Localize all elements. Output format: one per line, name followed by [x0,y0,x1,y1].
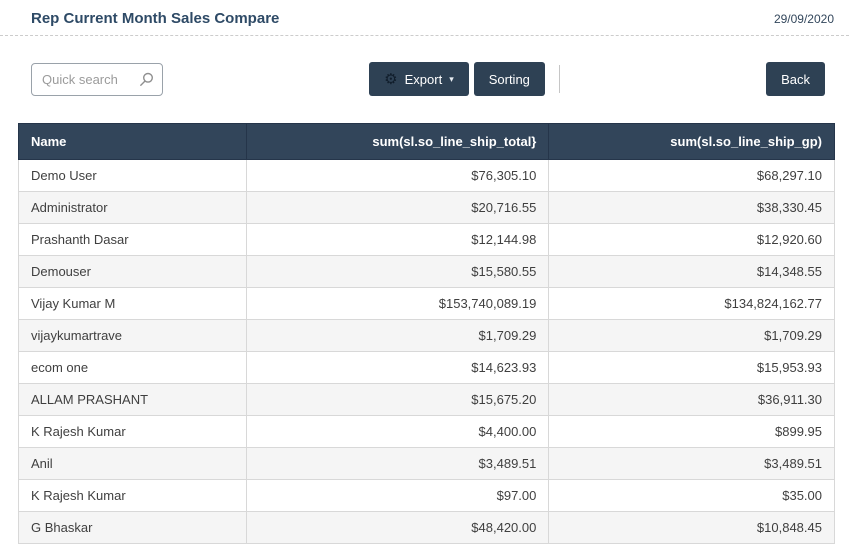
sales-compare-table: Name sum(sl.so_line_ship_total} sum(sl.s… [17,123,835,544]
page-header: Rep Current Month Sales Compare 29/09/20… [0,0,849,36]
cell-name: Demouser [17,255,248,288]
cell-ship-gp: $3,489.51 [548,447,835,480]
table-body: Demo User $76,305.10 $68,297.10 Administrat… [17,159,835,544]
cell-ship-total: $97.00 [246,479,550,512]
cell-ship-total: $12,144.98 [246,223,550,256]
table-row: Vijay Kumar M $153,740,089.19 $134,824,162… [17,287,835,320]
cell-ship-gp: $899.95 [548,415,835,448]
cell-name: vijaykumartrave [17,319,248,352]
cell-name: Demo User [17,159,248,192]
cell-ship-total: $14,623.93 [246,351,550,384]
cell-ship-gp: $10,848.45 [548,511,835,544]
cell-ship-total: $15,675.20 [246,383,550,416]
export-button[interactable]: ⚙ Export ▾ [369,62,469,96]
table-row: Administrator $20,716.55 $38,330.45 [17,191,835,224]
toolbar-center-group: ⚙ Export ▾ Sorting [163,62,766,96]
cell-ship-gp: $68,297.10 [548,159,835,192]
gear-icon: ⚙ [384,70,398,88]
table-header: Name sum(sl.so_line_ship_total} sum(sl.s… [17,123,835,160]
page-title: Rep Current Month Sales Compare [31,10,280,27]
column-header-ship-gp[interactable]: sum(sl.so_line_ship_gp) [548,123,835,160]
table-row: Anil $3,489.51 $3,489.51 [17,447,835,480]
table-row: vijaykumartrave $1,709.29 $1,709.29 [17,319,835,352]
toolbar: ⚙ Export ▾ Sorting Back [0,62,849,96]
search-input[interactable] [31,62,163,96]
cell-name: G Bhaskar [17,511,248,544]
cell-ship-total: $153,740,089.19 [246,287,550,320]
cell-ship-gp: $1,709.29 [548,319,835,352]
cell-ship-total: $1,709.29 [246,319,550,352]
cell-name: Vijay Kumar M [17,287,248,320]
toolbar-divider [558,65,560,93]
cell-name: Anil [17,447,248,480]
sorting-button[interactable]: Sorting [473,62,545,96]
caret-down-icon: ▾ [449,73,454,84]
table-row: K Rajesh Kumar $97.00 $35.00 [17,479,835,512]
cell-ship-gp: $15,953.93 [548,351,835,384]
cell-name: Prashanth Dasar [17,223,248,256]
cell-name: Administrator [17,191,248,224]
table-row: Demo User $76,305.10 $68,297.10 [17,159,835,192]
cell-name: ALLAM PRASHANT [17,383,248,416]
column-header-ship-total[interactable]: sum(sl.so_line_ship_total} [246,123,550,160]
table-row: G Bhaskar $48,420.00 $10,848.45 [17,511,835,544]
report-date: 29/09/2020 [773,11,834,26]
column-header-name[interactable]: Name [17,123,248,160]
cell-ship-gp: $14,348.55 [548,255,835,288]
sorting-button-label: Sorting [488,71,530,87]
table-row: Demouser $15,580.55 $14,348.55 [17,255,835,288]
back-button-label: Back [781,71,810,87]
cell-ship-total: $4,400.00 [246,415,550,448]
cell-name: K Rajesh Kumar [17,415,248,448]
cell-name: ecom one [17,351,248,384]
cell-ship-total: $20,716.55 [246,191,550,224]
cell-ship-gp: $36,911.30 [548,383,835,416]
table-row: Prashanth Dasar $12,144.98 $12,920.60 [17,223,835,256]
table-header-row: Name sum(sl.so_line_ship_total} sum(sl.s… [17,123,835,160]
cell-ship-total: $15,580.55 [246,255,550,288]
cell-ship-total: $76,305.10 [246,159,550,192]
table-row: ALLAM PRASHANT $15,675.20 $36,911.30 [17,383,835,416]
cell-ship-total: $48,420.00 [246,511,550,544]
cell-ship-gp: $12,920.60 [548,223,835,256]
cell-ship-gp: $38,330.45 [548,191,835,224]
cell-ship-gp: $134,824,162.77 [548,287,835,320]
back-button[interactable]: Back [766,62,825,96]
cell-name: K Rajesh Kumar [17,479,248,512]
table-row: K Rajesh Kumar $4,400.00 $899.95 [17,415,835,448]
export-button-label: Export [404,71,443,87]
cell-ship-total: $3,489.51 [246,447,550,480]
cell-ship-gp: $35.00 [548,479,835,512]
table-row: ecom one $14,623.93 $15,953.93 [17,351,835,384]
quick-search [31,62,163,96]
